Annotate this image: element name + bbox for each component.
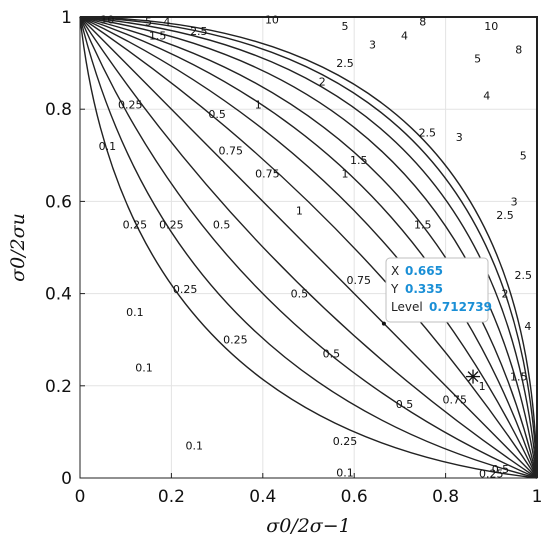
contour-label: 10 (265, 13, 279, 26)
y-tick-label: 0.8 (45, 100, 72, 120)
contour-label: 2.5 (419, 126, 437, 139)
datatip-point (381, 321, 386, 326)
contour-line (79, 16, 538, 479)
contour-label: 3 (369, 39, 376, 52)
contour-label: 1.5 (149, 29, 167, 42)
contour-label: 5 (520, 149, 527, 162)
x-tick-label: 0 (75, 487, 86, 507)
contour-line (79, 16, 538, 479)
x-tick-label: 0.2 (158, 487, 185, 507)
contour-label: 5 (145, 16, 152, 29)
contour-label: 2.5 (496, 209, 514, 222)
contour-label: 0.75 (219, 145, 244, 158)
contour-line (79, 16, 538, 479)
y-tick-label: 0.4 (45, 285, 72, 305)
contour-label: 1 (296, 205, 303, 218)
y-tick-label: 0.2 (45, 377, 72, 397)
contour-label: 5 (474, 52, 481, 65)
contour-label: 8 (419, 16, 426, 29)
datatip-y-key: Y (390, 282, 399, 296)
contour-label: 3 (456, 131, 463, 144)
contour-label: 2.5 (336, 57, 354, 70)
x-axis-ticks: 0 0.2 0.4 0.6 0.8 1 (75, 473, 543, 507)
datatip-x-key: X (391, 264, 399, 278)
contour-label: 1.5 (414, 218, 432, 231)
contour-label: 0.5 (492, 463, 510, 476)
contour-label: 0.25 (223, 334, 248, 347)
contour-label: 8 (515, 43, 522, 56)
contour-label: 0.5 (208, 108, 226, 121)
contour-label: 0.1 (135, 361, 153, 374)
contour-label: 2 (319, 76, 326, 89)
contour-label: 2.5 (515, 269, 533, 282)
contour-label: 10 (484, 20, 498, 33)
contour-line (79, 16, 538, 479)
datatip-level-key: Level (391, 300, 423, 314)
contour-label: 0.25 (479, 467, 504, 480)
y-tick-label: 0.6 (45, 192, 72, 212)
contour-label: 0.25 (118, 99, 143, 112)
contour-label: 1.5 (510, 371, 528, 384)
contour-label: 3 (511, 195, 518, 208)
datatip-x-value: 0.665 (405, 264, 443, 278)
contour-line (79, 16, 538, 479)
contour-line (79, 16, 538, 479)
contour-label: 2.5 (190, 25, 208, 38)
x-tick-label: 1 (532, 487, 543, 507)
contour-label: 4 (163, 16, 170, 29)
asterisk-stroke (467, 371, 479, 382)
contour-label: 0.5 (323, 348, 341, 361)
contour-label: 0.25 (159, 218, 184, 231)
datatip-y-value: 0.335 (405, 282, 443, 296)
contour-line (79, 16, 538, 479)
x-tick-label: 0.8 (432, 487, 459, 507)
contour-label: 4 (483, 89, 490, 102)
contour-label: 4 (524, 320, 531, 333)
contour-label: 4 (401, 29, 408, 42)
contour-label: 0.25 (123, 218, 148, 231)
y-tick-label: 0 (61, 469, 72, 489)
contour-label: 0.1 (186, 440, 204, 453)
contour-line (79, 16, 538, 479)
asterisk-marker (466, 369, 481, 384)
contour-label: 1 (342, 168, 349, 181)
datatip-level-value: 0.712739 (429, 300, 492, 314)
contour-label: 0.5 (396, 398, 414, 411)
contour-label: 5 (342, 20, 349, 33)
contour-line (79, 16, 538, 479)
contour-label: 1 (255, 99, 262, 112)
contour-label: 2 (502, 288, 509, 301)
contour-label: 0.1 (99, 140, 117, 153)
contour-label: 0.75 (442, 394, 467, 407)
contour-label: 0.5 (213, 218, 231, 231)
contour-label: 10 (100, 13, 114, 26)
y-tick-label: 1 (61, 8, 72, 28)
datatip-box (385, 257, 489, 323)
contour-line (79, 16, 538, 479)
contour-line (79, 16, 538, 479)
axes-frame (79, 16, 538, 479)
contour-label: 0.25 (173, 283, 198, 296)
y-axis-label: σ0/2σu (7, 213, 29, 282)
contour-line (79, 16, 538, 479)
contour-label: 1 (479, 380, 486, 393)
contour-label: 0.1 (336, 466, 354, 479)
contour-label: 0.5 (291, 288, 309, 301)
x-tick-label: 0.6 (341, 487, 368, 507)
y-axis-ticks: 0 0.2 0.4 0.6 0.8 1 (45, 8, 85, 489)
contour-label: 0.1 (126, 306, 144, 319)
contour-label: 0.25 (333, 435, 358, 448)
contour-label: 1.5 (350, 154, 368, 167)
contour-label: 0.75 (347, 274, 372, 287)
contour-line (79, 16, 538, 479)
x-axis-label: σ0/2σ−1 (266, 515, 351, 537)
contour-label: 0.75 (255, 168, 280, 181)
x-tick-label: 0.4 (249, 487, 276, 507)
datatip[interactable]: X 0.665 Y 0.335 Level 0.712739 (381, 257, 492, 326)
